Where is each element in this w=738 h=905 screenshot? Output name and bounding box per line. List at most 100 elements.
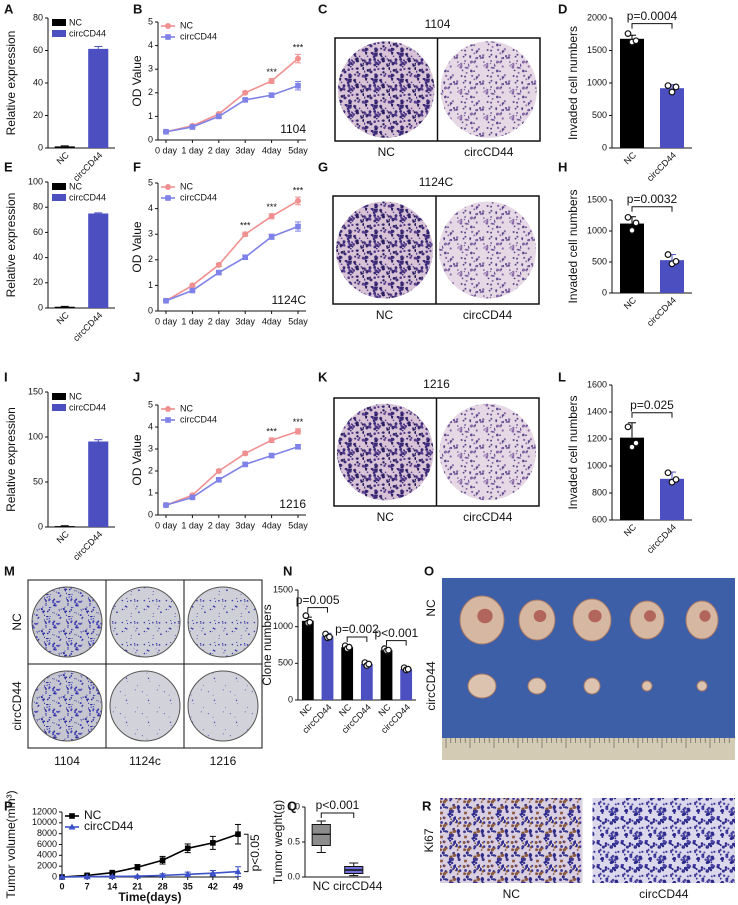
- x-tick-label: NC: [313, 879, 331, 893]
- y-tick-label: 500: [592, 110, 607, 120]
- y-tick-label: 2000: [37, 861, 57, 871]
- x-tick-label: NC: [622, 150, 639, 167]
- y-tick-label: 4: [148, 203, 153, 213]
- colony-plate: [31, 670, 103, 742]
- image-label: circCD44: [463, 308, 513, 322]
- tumor-detail: [588, 609, 602, 623]
- x-tick-label: 2 day: [208, 316, 231, 326]
- y-tick-label: 5: [148, 177, 153, 187]
- y-tick-label: 0: [148, 509, 153, 519]
- y-tick-label: 600: [592, 514, 607, 524]
- bar: [620, 223, 644, 293]
- row-label: circCD44: [10, 681, 24, 731]
- x-tick-label: circCD44: [333, 879, 383, 893]
- y-axis-label: OD Value: [130, 55, 144, 106]
- y-tick-label: 4: [148, 40, 153, 50]
- x-tick-label: circCD44: [645, 150, 678, 183]
- marker: [295, 197, 301, 204]
- series-line: [61, 833, 239, 878]
- legend-swatch: [52, 404, 66, 411]
- colony-plate: [31, 586, 103, 658]
- tumor: [696, 680, 708, 692]
- data-point: [672, 257, 680, 265]
- y-tick-label: 1: [148, 111, 153, 121]
- legend-swatch: [52, 19, 66, 26]
- series-line: [165, 446, 299, 506]
- data-point: [664, 251, 672, 258]
- legend-label: NC: [84, 808, 102, 822]
- significance-stars: ***: [293, 417, 304, 427]
- y-tick-label: 0: [148, 134, 153, 144]
- x-tick-label: 1 day: [181, 316, 204, 326]
- bar: [88, 441, 109, 527]
- legend-label: NC: [180, 20, 193, 30]
- y-axis-label: Invaded cell numbers: [566, 189, 580, 303]
- image-title: 1216: [423, 377, 450, 391]
- transwell-image: [336, 201, 433, 299]
- y-axis-label: Tumor weght(g): [271, 800, 285, 884]
- y-tick-label: 0: [38, 302, 43, 312]
- y-tick-label: 60: [33, 227, 43, 237]
- y-tick-label: 500: [592, 256, 607, 266]
- marker: [268, 452, 275, 459]
- y-tick-label: 2000: [587, 12, 607, 22]
- y-tick-label: 500: [278, 658, 293, 668]
- legend-label: circCD44: [69, 402, 106, 412]
- x-tick-label: 2 day: [208, 520, 231, 530]
- significance-bracket: [631, 206, 673, 212]
- y-tick-label: 1000: [587, 77, 607, 87]
- data-point: [306, 618, 314, 626]
- y-tick-label: 2: [148, 87, 153, 97]
- x-tick-label: 42: [208, 881, 218, 891]
- marker: [189, 282, 196, 289]
- x-tick-label: 28: [158, 881, 168, 891]
- marker: [295, 428, 301, 435]
- significance-label: p=0.0004: [627, 9, 678, 23]
- data-point: [326, 633, 333, 641]
- bar: [400, 669, 413, 700]
- y-tick-label: 1: [148, 487, 153, 497]
- marker: [242, 89, 249, 96]
- x-tick-label: 4day: [262, 520, 282, 530]
- y-tick-label: 5: [148, 399, 153, 409]
- series-line: [165, 57, 299, 133]
- marker: [163, 502, 169, 508]
- bar: [54, 306, 75, 308]
- x-tick-label: 3day: [235, 520, 255, 530]
- marker: [242, 231, 249, 238]
- x-axis-label: Time(days): [118, 890, 181, 904]
- marker: [295, 223, 301, 230]
- x-tick-label: 4day: [262, 145, 282, 155]
- significance-stars: ***: [266, 202, 277, 212]
- cell-line-label: 1216: [279, 497, 306, 511]
- legend-label: NC: [180, 181, 193, 191]
- data-point: [632, 219, 640, 227]
- x-tick-label: NC: [55, 529, 72, 546]
- bar: [54, 526, 75, 527]
- series-line: [165, 430, 299, 506]
- marker: [165, 23, 171, 29]
- image-label: NC: [377, 510, 395, 524]
- legend-label: circCD44: [69, 28, 106, 38]
- y-tick-label: 6000: [37, 839, 57, 849]
- tumor-detail: [644, 610, 656, 622]
- marker: [83, 873, 91, 880]
- panel-letter: A: [4, 1, 14, 16]
- cell-line-label: 1124C: [272, 293, 307, 307]
- significance-bracket: [386, 640, 407, 646]
- data-point: [385, 646, 392, 654]
- x-tick-label: 21: [132, 881, 142, 891]
- image-title: 1124C: [419, 175, 454, 189]
- marker: [295, 444, 301, 450]
- y-tick-label: 1500: [587, 194, 607, 204]
- y-tick-label: 1000: [587, 460, 607, 470]
- bar: [620, 437, 644, 520]
- y-tick-label: 0: [148, 305, 153, 315]
- marker: [134, 864, 141, 871]
- y-tick-label: 100: [28, 431, 43, 441]
- y-tick-label: 100: [28, 176, 43, 186]
- row-label: Ki67: [422, 828, 436, 852]
- bar: [360, 664, 373, 700]
- marker: [163, 128, 169, 135]
- marker: [209, 869, 217, 876]
